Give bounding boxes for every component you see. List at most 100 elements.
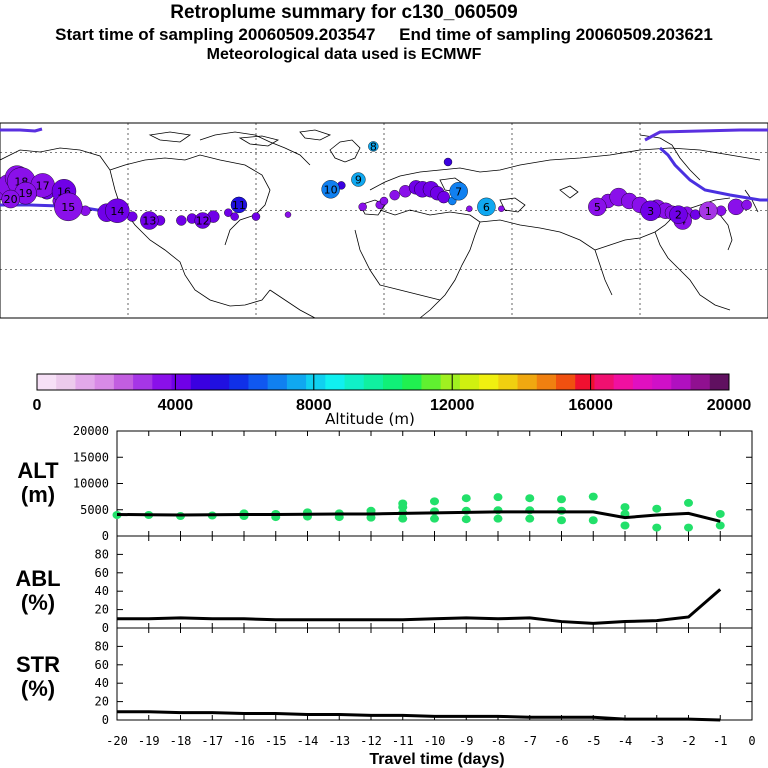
plume-cluster-label: 5: [594, 201, 601, 214]
str-line: [117, 710, 721, 722]
colorbar-swatch: [306, 374, 326, 390]
y-tick-label: 60: [95, 658, 109, 672]
coastline-segment: [369, 147, 761, 191]
plume-cluster-marker: [699, 201, 718, 220]
colorbar-swatch: [709, 374, 730, 390]
plume-cluster-marker: [284, 211, 292, 218]
plume-cluster-marker: [224, 208, 233, 217]
x-tick-label: -15: [265, 734, 287, 748]
coastline-segment: [109, 154, 271, 246]
y-tick-label: 20: [95, 695, 109, 709]
colorbar-tick-label: 16000: [568, 397, 613, 414]
x-tick-label: -20: [106, 734, 128, 748]
colorbar-swatch: [113, 374, 134, 390]
colorbar-swatch: [344, 374, 365, 390]
colorbar-swatch: [690, 374, 711, 390]
colorbar-tick-label: 12000: [430, 397, 475, 414]
colorbar-swatch: [152, 374, 173, 390]
coastline-segment: [238, 135, 280, 147]
y-tick-label: 80: [95, 639, 109, 653]
alt-cluster-point: [652, 504, 662, 513]
alt-cluster-point: [588, 516, 598, 525]
colorbar-tick-label: 0: [33, 397, 42, 414]
str-panel-unit: (%): [21, 676, 55, 701]
plume-cluster-label: 17: [36, 179, 50, 192]
plume-cluster-label: 12: [196, 215, 210, 228]
x-tick-label: -14: [297, 734, 319, 748]
x-tick-label: -17: [201, 734, 223, 748]
plume-cluster-marker: [715, 205, 727, 216]
colorbar-swatch: [402, 374, 422, 390]
plume-cluster-marker: [498, 205, 505, 213]
met-data-note: Meteorological data used is ECMWF: [206, 46, 482, 63]
x-tick-label: -7: [523, 734, 537, 748]
coastline-segment: [269, 289, 316, 319]
plume-cluster-label: 20: [4, 193, 18, 206]
x-tick-label: -5: [586, 734, 600, 748]
panel-frame: [116, 627, 753, 721]
coastline-segment: [354, 229, 441, 301]
colorbar-swatch: [94, 374, 115, 390]
x-tick-label: -3: [650, 734, 664, 748]
coastline-segment: [299, 129, 332, 141]
plume-cluster-label: 15: [61, 201, 75, 214]
abl-panel-label: ABL: [15, 566, 60, 591]
plume-cluster-label: 19: [19, 187, 33, 200]
y-tick-label: 80: [95, 547, 109, 561]
alt-cluster-point: [588, 492, 598, 501]
plume-cluster-marker: [669, 205, 688, 224]
colorbar-label: Altitude (m): [325, 410, 415, 428]
colorbar-swatch: [575, 374, 595, 390]
alt-cluster-point: [398, 514, 408, 523]
colorbar-swatch: [75, 374, 96, 390]
colorbar-swatch: [632, 374, 653, 390]
plume-cluster-label: 13: [142, 215, 156, 228]
plume-cluster-marker: [230, 196, 248, 214]
plume-cluster-marker: [251, 212, 261, 221]
alt-cluster-point: [430, 497, 439, 506]
alt-cluster-point: [430, 514, 439, 523]
colorbar-swatch: [459, 374, 480, 390]
panel-frame: [116, 535, 753, 629]
alt-cluster-point: [684, 523, 693, 532]
colorbar-swatch: [517, 374, 538, 390]
figure-title: Retroplume summary for c130_060509: [170, 2, 518, 23]
alt-cluster-point: [525, 514, 535, 523]
colorbar-swatch: [652, 374, 672, 390]
plume-track: [0, 127, 43, 133]
colorbar-swatch: [267, 374, 288, 390]
colorbar-swatch: [133, 374, 153, 390]
coastline-segment: [479, 219, 613, 296]
plume-cluster-label: 9: [355, 174, 362, 187]
x-tick-label: -1: [713, 734, 727, 748]
colorbar-swatch: [171, 374, 192, 390]
x-axis-label: Travel time (days): [369, 751, 504, 768]
alt-cluster-point: [461, 494, 471, 503]
colorbar-swatch: [421, 374, 442, 390]
plume-cluster-marker: [449, 182, 468, 201]
map-frame: [0, 122, 768, 319]
alt-panel-unit: (m): [21, 482, 55, 507]
colorbar-swatch: [37, 374, 57, 390]
y-tick-label: 0: [102, 529, 109, 543]
x-tick-label: -19: [138, 734, 160, 748]
y-tick-label: 20: [95, 603, 109, 617]
x-tick-label: -10: [424, 734, 446, 748]
plume-cluster-marker: [194, 212, 211, 229]
plume-cluster-label: 8: [370, 140, 377, 153]
coastline-segment: [199, 131, 311, 166]
colorbar-swatch: [440, 374, 461, 390]
plume-cluster-marker: [140, 211, 159, 230]
plume-cluster-marker: [690, 209, 701, 220]
plume-cluster-marker: [379, 196, 389, 206]
plume-cluster-marker: [466, 205, 473, 213]
colorbar-tick-label: 20000: [707, 397, 752, 414]
alt-cluster-point: [620, 503, 630, 512]
plume-track: [644, 128, 768, 142]
world-map: 1817192016151413121110987654321: [0, 122, 768, 319]
alt-cluster-point: [652, 523, 662, 532]
plume-cluster-label: 3: [647, 205, 654, 218]
y-tick-label: 40: [95, 676, 109, 690]
y-tick-label: 60: [95, 566, 109, 580]
